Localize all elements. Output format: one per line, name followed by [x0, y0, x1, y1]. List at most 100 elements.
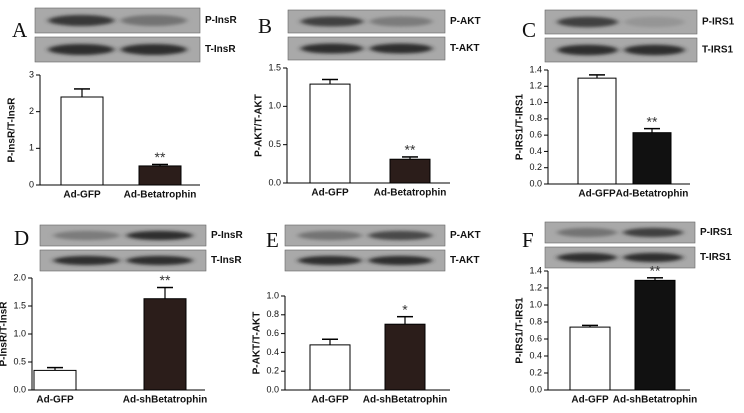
x-tick-label: Ad-Betatrophin — [124, 190, 197, 201]
significance-label: ** — [650, 263, 661, 279]
y-tick-label: 0.8 — [266, 309, 279, 319]
blot-band — [120, 15, 187, 26]
x-tick-label: Ad-shBetatrophin — [363, 395, 447, 406]
y-tick-label: 0.0 — [13, 384, 26, 394]
blot-label: T-IRS1 — [702, 45, 734, 56]
blot-band — [126, 255, 193, 266]
bar — [60, 96, 104, 186]
blot-label: T-InsR — [205, 44, 236, 55]
x-tick-label: Ad-shBetatrophin — [123, 395, 207, 406]
blot-band — [624, 16, 685, 28]
y-tick-label: 1.0 — [529, 299, 542, 309]
panel-letter: D — [14, 226, 29, 250]
blot-label: T-IRS1 — [700, 252, 732, 263]
bar — [577, 77, 617, 185]
blot-strip — [544, 246, 696, 269]
y-tick-label: 2.0 — [13, 272, 26, 282]
y-tick-label: 3 — [29, 69, 34, 79]
blot-band — [300, 16, 364, 27]
blot-strip — [284, 224, 446, 247]
significance-label: ** — [405, 142, 416, 158]
panel: E P-AKT T-AKT 0.0 0.2 0.4 0.6 0.8 1.0 P-AKT/T-AKT… — [252, 224, 481, 406]
blot-band — [126, 230, 193, 241]
blot-band — [557, 252, 617, 263]
y-tick-label: 1.2 — [529, 81, 542, 91]
blot-label: T-AKT — [450, 43, 479, 54]
y-tick-label: 0.4 — [529, 350, 542, 360]
blot-band — [369, 16, 433, 27]
y-tick-label: 1.4 — [529, 64, 542, 74]
y-tick-label: 0 — [29, 179, 34, 189]
x-tick-label: Ad-GFP — [578, 189, 616, 200]
blot-strip — [39, 249, 207, 272]
bar — [389, 158, 431, 184]
y-tick-label: 1.0 — [266, 290, 279, 300]
x-tick-label: Ad-shBetatrophin — [613, 395, 697, 406]
significance-label: ** — [160, 272, 171, 288]
blot-band — [624, 44, 685, 56]
y-tick-label: 0.0 — [529, 384, 542, 394]
blot-band — [120, 44, 187, 55]
bar — [632, 132, 672, 185]
blot-label: P-InsR — [205, 15, 237, 26]
panel: D P-InsR T-InsR 0.0 0.5 1.0 1.5 2.0 P-InsR/T-Ins… — [0, 224, 243, 406]
y-tick-label: 0.2 — [529, 367, 542, 377]
blot-band — [623, 227, 683, 238]
blot-band — [48, 15, 115, 26]
significance-label: ** — [155, 149, 166, 165]
y-tick-label: 1.0 — [268, 101, 281, 111]
panel: B P-AKT T-AKT 0.0 0.5 1.0 1.5 P-AKT/T-AKT Ad-GFP… — [254, 9, 481, 199]
blot-band — [53, 230, 120, 241]
x-tick-label: Ad-GFP — [63, 190, 101, 201]
x-tick-label: Ad-Betatrophin — [616, 189, 689, 200]
bar — [569, 326, 611, 391]
panel-letter: C — [522, 18, 536, 42]
x-tick-label: Ad-GFP — [311, 188, 349, 199]
panel-letter: E — [266, 228, 279, 252]
blot-strip — [544, 221, 696, 244]
bar — [634, 279, 676, 391]
blot-strip — [287, 36, 446, 61]
blot-band — [369, 43, 433, 54]
y-axis-label: P-IRS1/T-IRS1 — [515, 297, 526, 364]
panel: C P-IRS1 T-IRS1 0.0 0.2 0.4 0.6 0.8 1.0 1.2 1.4 P-I… — [515, 9, 735, 200]
y-tick-label: 1.0 — [13, 328, 26, 338]
y-axis-label: P-IRS1/T-IRS1 — [515, 94, 526, 161]
y-tick-label: 0.6 — [529, 333, 542, 343]
y-tick-label: 0.8 — [529, 316, 542, 326]
blot-band — [300, 43, 364, 54]
significance-label: * — [402, 301, 408, 317]
bar — [33, 369, 77, 391]
y-axis-label: P-InsR/T-InsR — [0, 301, 10, 367]
y-tick-label: 0.6 — [266, 328, 279, 338]
y-tick-label: 0.8 — [529, 113, 542, 123]
blot-band — [557, 44, 618, 56]
x-tick-label: Ad-GFP — [36, 395, 74, 406]
blot-label: P-InsR — [211, 230, 243, 241]
y-tick-label: 0.2 — [266, 366, 279, 376]
y-tick-label: 0.5 — [268, 139, 281, 149]
panel: F P-IRS1 T-IRS1 0.0 0.2 0.4 0.6 0.8 1.0 1.2 1.4 P-I… — [515, 221, 733, 406]
bar — [143, 298, 187, 391]
significance-label: ** — [647, 113, 658, 129]
panel: A P-InsR T-InsR 0 1 2 3 P-InsR/T-InsR Ad-GFP Ad-B… — [7, 7, 237, 201]
y-tick-label: 0.0 — [529, 178, 542, 188]
panel-letter: F — [522, 228, 534, 252]
y-tick-label: 1.0 — [529, 97, 542, 107]
blot-band — [368, 230, 433, 241]
y-axis-label: P-AKT/T-AKT — [254, 94, 265, 157]
blot-band — [557, 16, 618, 28]
blot-strip — [287, 9, 446, 34]
blot-label: P-IRS1 — [700, 227, 733, 238]
y-tick-label: 1 — [29, 143, 34, 153]
y-axis-label: P-InsR/T-InsR — [7, 97, 18, 163]
y-axis-label: P-AKT/T-AKT — [252, 312, 263, 375]
blot-label: T-InsR — [211, 255, 242, 266]
blot-band — [557, 227, 617, 238]
blot-band — [297, 255, 362, 266]
bar — [309, 344, 351, 391]
blot-band — [48, 44, 115, 55]
y-tick-label: 0.0 — [266, 384, 279, 394]
y-tick-label: 0.6 — [529, 130, 542, 140]
